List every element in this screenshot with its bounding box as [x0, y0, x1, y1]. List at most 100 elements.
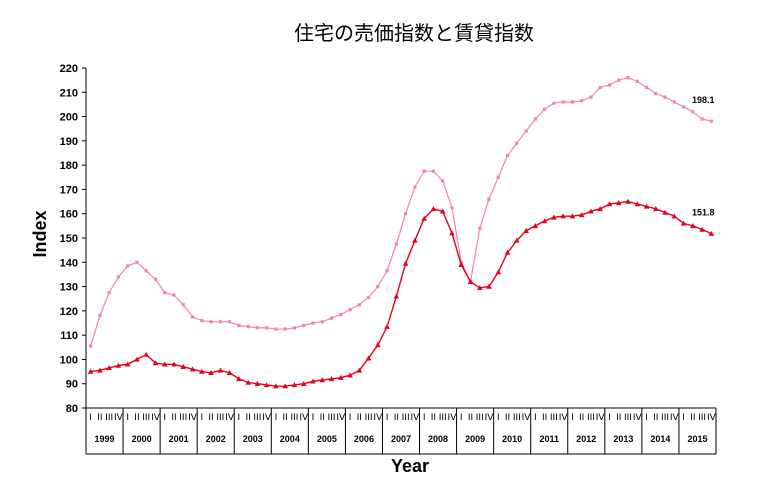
- quarter-tick-label: IV: [707, 413, 717, 423]
- series-2-point: [236, 376, 242, 382]
- series-2-point: [199, 368, 205, 374]
- quarter-tick-label: III: [513, 413, 521, 423]
- quarter-tick-label: I: [645, 413, 648, 423]
- series-2-point: [708, 230, 715, 236]
- series-2-point: [106, 365, 112, 371]
- series-2-point: [208, 369, 214, 376]
- y-tick-label: 170: [60, 184, 78, 196]
- series-2-point: [597, 206, 603, 212]
- series-2-point: [328, 376, 335, 382]
- y-tick-label: 100: [60, 354, 78, 366]
- quarter-tick-label: III: [698, 413, 706, 423]
- y-tick-label: 110: [60, 330, 78, 342]
- quarter-tick-label: III: [105, 413, 113, 423]
- series-1-point: [209, 320, 213, 324]
- series-2-point: [180, 363, 187, 369]
- series-1-point: [292, 326, 297, 330]
- quarter-tick-label: III: [253, 413, 261, 423]
- series-1-point: [255, 326, 259, 330]
- x-axis-title: Year: [391, 456, 429, 476]
- year-label: 2005: [317, 434, 337, 444]
- quarter-tick-label: IV: [485, 413, 495, 423]
- series-1-point: [89, 344, 93, 348]
- series-2-point: [671, 213, 678, 219]
- series-2-point: [606, 201, 613, 207]
- year-label: 2006: [354, 434, 374, 444]
- series-1-point: [691, 110, 695, 114]
- series-1-point: [589, 95, 593, 99]
- series-2-point: [263, 382, 270, 388]
- series-1-point: [654, 91, 658, 96]
- quarter-tick-label: II: [208, 413, 213, 423]
- series-1-point: [644, 85, 649, 90]
- series-1-point: [385, 269, 389, 273]
- quarter-tick-label: I: [89, 413, 92, 423]
- series-2-point: [634, 201, 641, 207]
- year-label: 2000: [132, 434, 152, 444]
- series-2-point: [486, 283, 492, 289]
- y-tick-label: 210: [60, 87, 78, 99]
- series-2-point: [384, 323, 390, 329]
- series-2-point: [254, 380, 261, 386]
- quarter-tick-label: II: [97, 413, 102, 423]
- series-2-point: [171, 361, 177, 367]
- series-2-point: [300, 380, 307, 386]
- series-1-point: [496, 175, 500, 179]
- series-1-point: [126, 264, 130, 268]
- quarter-tick-label: II: [283, 413, 288, 423]
- quarter-tick-label: III: [550, 413, 558, 423]
- quarter-tick-label: III: [624, 413, 632, 423]
- series-2-point: [412, 237, 418, 243]
- series-1-point: [107, 291, 111, 295]
- series-2-point: [643, 203, 650, 209]
- series-1-point: [607, 83, 612, 87]
- quarter-tick-label: III: [365, 413, 373, 423]
- series-2-end-label: 151.8: [692, 208, 715, 218]
- quarter-tick-label: III: [587, 413, 595, 423]
- series-2-point: [245, 379, 251, 385]
- quarter-tick-label: III: [290, 413, 298, 423]
- series-2-point: [217, 367, 224, 373]
- quarter-tick-label: II: [542, 413, 547, 423]
- series-1-point: [246, 325, 250, 329]
- series-2-point: [347, 372, 353, 378]
- quarter-tick-label: III: [439, 413, 447, 423]
- series-2-point: [402, 260, 409, 266]
- quarter-tick-label: I: [349, 413, 352, 423]
- series-1-point: [265, 326, 269, 330]
- year-label: 2009: [465, 434, 485, 444]
- series-1-end-label: 198.1: [692, 95, 715, 105]
- year-label: 2003: [243, 434, 263, 444]
- series-2-point: [115, 362, 122, 368]
- series-1-point: [339, 312, 343, 317]
- series-2-point: [143, 351, 150, 357]
- y-tick-label: 90: [66, 379, 78, 391]
- quarter-tick-label: IV: [114, 413, 124, 423]
- quarter-tick-label: II: [431, 413, 436, 423]
- series-2-point: [578, 212, 585, 218]
- quarter-tick-label: I: [238, 413, 241, 423]
- year-label: 2013: [613, 434, 633, 444]
- series-2-point: [541, 218, 548, 224]
- series-1-point: [283, 327, 287, 331]
- series-1-point: [663, 95, 667, 99]
- quarter-tick-label: I: [312, 413, 315, 423]
- series-1-point: [153, 277, 158, 281]
- quarter-tick-label: III: [328, 413, 336, 423]
- quarter-tick-label: IV: [373, 413, 383, 423]
- series-2-point: [124, 361, 131, 367]
- series-2-point: [662, 209, 668, 215]
- series-1-point: [635, 79, 639, 83]
- quarter-tick-label: II: [357, 413, 362, 423]
- year-label: 2004: [280, 434, 300, 444]
- quarter-tick-label: IV: [448, 413, 458, 423]
- series-1-point: [348, 308, 352, 312]
- series-1-point: [163, 291, 167, 295]
- quarter-tick-label: II: [579, 413, 584, 423]
- series-2-point: [495, 269, 502, 275]
- series-1-point: [237, 323, 241, 328]
- y-tick-label: 200: [60, 112, 78, 124]
- chart-title: 住宅の売価指数と賃貸指数: [294, 21, 534, 45]
- series-1-point: [543, 107, 547, 111]
- series-1-point: [533, 117, 537, 121]
